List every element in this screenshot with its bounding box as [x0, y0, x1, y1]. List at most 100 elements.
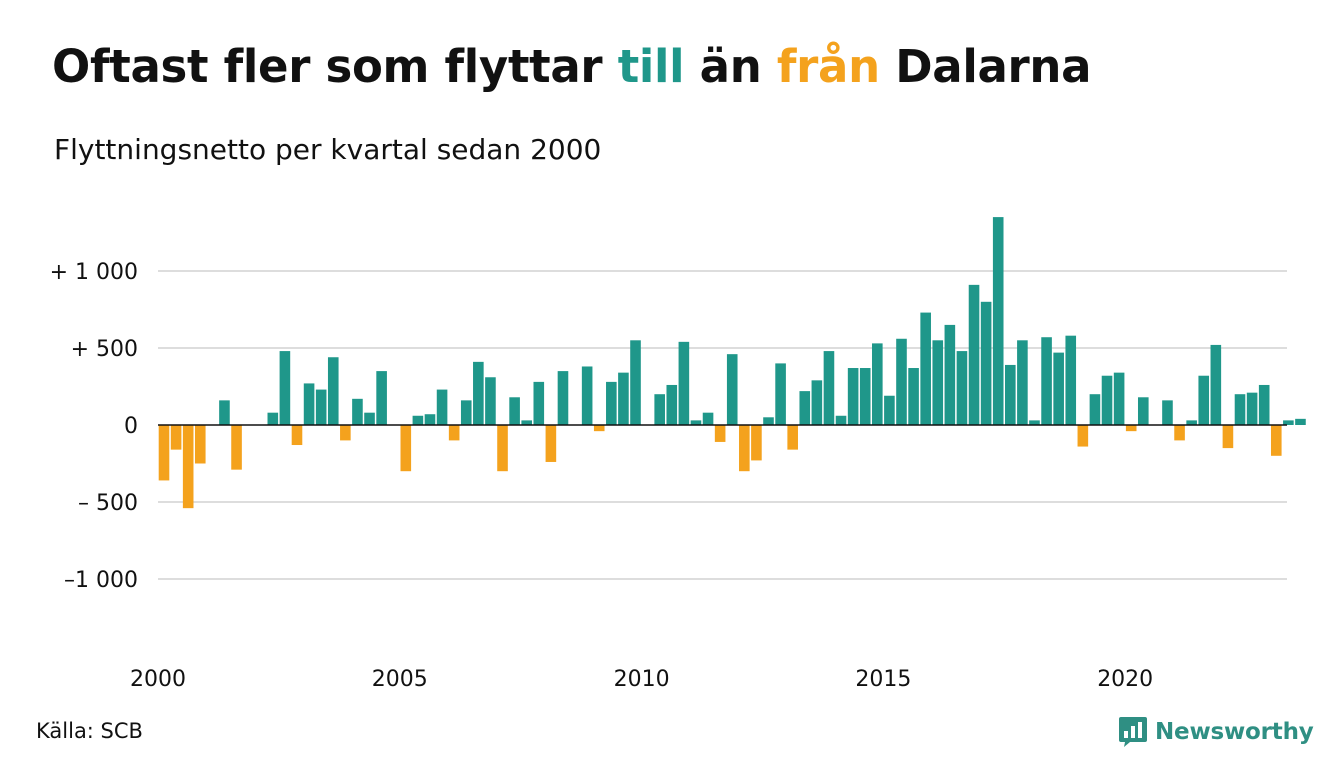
- bar: [1065, 335, 1077, 425]
- bar: [884, 395, 895, 425]
- bar: [533, 381, 545, 425]
- bar: [460, 400, 472, 425]
- bar: [787, 425, 798, 450]
- bar: [1283, 420, 1294, 425]
- bar: [340, 425, 351, 441]
- bar: [581, 366, 593, 425]
- bar: [497, 425, 508, 472]
- y-axis-tick-labels: + 1 000 + 500 0 – 500 –1 000: [50, 260, 138, 593]
- bar: [944, 324, 956, 425]
- bar: [593, 425, 605, 432]
- bar: [968, 284, 980, 425]
- title-fran: från: [776, 40, 880, 93]
- bar: [654, 394, 665, 425]
- bar: [1137, 397, 1149, 425]
- bar: [545, 425, 557, 462]
- bar: [158, 425, 170, 481]
- bar: [992, 217, 1004, 425]
- bar: [859, 368, 871, 425]
- bar: [606, 381, 617, 425]
- bar: [702, 412, 714, 425]
- bar: [448, 425, 460, 441]
- newsworthy-logo-icon: [1119, 717, 1147, 747]
- bar: [1029, 420, 1040, 425]
- bar: [376, 371, 387, 425]
- bar: [980, 301, 992, 425]
- bar: [182, 425, 194, 509]
- bar: [775, 363, 786, 425]
- bar: [1089, 394, 1101, 425]
- brand-name: Newsworthy: [1155, 719, 1314, 745]
- bar: [1005, 364, 1016, 425]
- bar: [932, 340, 944, 425]
- bar: [267, 412, 279, 425]
- title-till: till: [617, 40, 685, 93]
- bar: [618, 372, 629, 425]
- bar: [1198, 375, 1210, 425]
- bar: [1186, 420, 1197, 425]
- bar: [1222, 425, 1234, 449]
- bar: [1258, 384, 1270, 425]
- y-tick-label: –1 000: [64, 568, 138, 593]
- bar: [194, 425, 206, 464]
- bar: [303, 383, 315, 425]
- gridlines: [158, 270, 1287, 580]
- x-tick-label: 2020: [1097, 667, 1153, 692]
- y-tick-label: + 500: [71, 337, 138, 362]
- x-tick-label: 2005: [372, 667, 428, 692]
- bar: [473, 361, 484, 425]
- bar: [920, 312, 931, 425]
- x-tick-label: 2000: [130, 667, 186, 692]
- bar: [799, 391, 811, 425]
- bar: [847, 368, 859, 425]
- bar: [908, 368, 919, 425]
- y-tick-label: – 500: [78, 491, 138, 516]
- bar: [424, 414, 436, 425]
- source-note: Källa: SCB: [36, 719, 143, 743]
- chart-subtitle: Flyttningsnetto per kvartal sedan 2000: [54, 133, 602, 166]
- bar: [1017, 340, 1028, 425]
- bar: [1041, 337, 1052, 425]
- bar: [1101, 375, 1113, 425]
- bar: [823, 351, 835, 425]
- bar: [678, 341, 690, 425]
- bar: [1234, 394, 1246, 425]
- bar: [1174, 425, 1185, 441]
- bar: [1246, 392, 1258, 425]
- bar: [279, 351, 291, 425]
- title-part-3: än: [684, 40, 777, 93]
- bar: [352, 398, 363, 425]
- bars: [158, 217, 1306, 509]
- bar: [485, 377, 496, 425]
- y-tick-label: + 1 000: [50, 260, 138, 285]
- chart-title: Oftast fler som flyttar till än från Dal…: [52, 40, 1092, 93]
- bar: [231, 425, 242, 470]
- bar: [763, 417, 774, 425]
- bar: [1077, 425, 1089, 447]
- bar: [666, 384, 678, 425]
- bar: [835, 415, 847, 425]
- bar: [557, 371, 569, 425]
- x-tick-label: 2010: [614, 667, 670, 692]
- bar: [1162, 400, 1173, 425]
- bar: [872, 343, 883, 425]
- bar: [436, 389, 448, 425]
- bar: [219, 400, 230, 425]
- bar: [509, 397, 520, 425]
- bar: [170, 425, 182, 450]
- bar: [1125, 425, 1137, 432]
- bar: [1113, 372, 1125, 425]
- bar: [1210, 344, 1222, 425]
- x-axis-tick-labels: 2000 2005 2010 2015 2020: [130, 667, 1153, 692]
- bar: [521, 420, 532, 425]
- bar: [1270, 425, 1282, 456]
- title-part-1: Oftast fler som flyttar: [52, 40, 618, 93]
- bar: [751, 425, 762, 461]
- bar: [630, 340, 641, 425]
- bar: [726, 354, 738, 425]
- x-tick-label: 2015: [855, 667, 911, 692]
- bar: [1295, 418, 1306, 425]
- y-tick-label: 0: [124, 414, 138, 439]
- bar: [956, 351, 968, 425]
